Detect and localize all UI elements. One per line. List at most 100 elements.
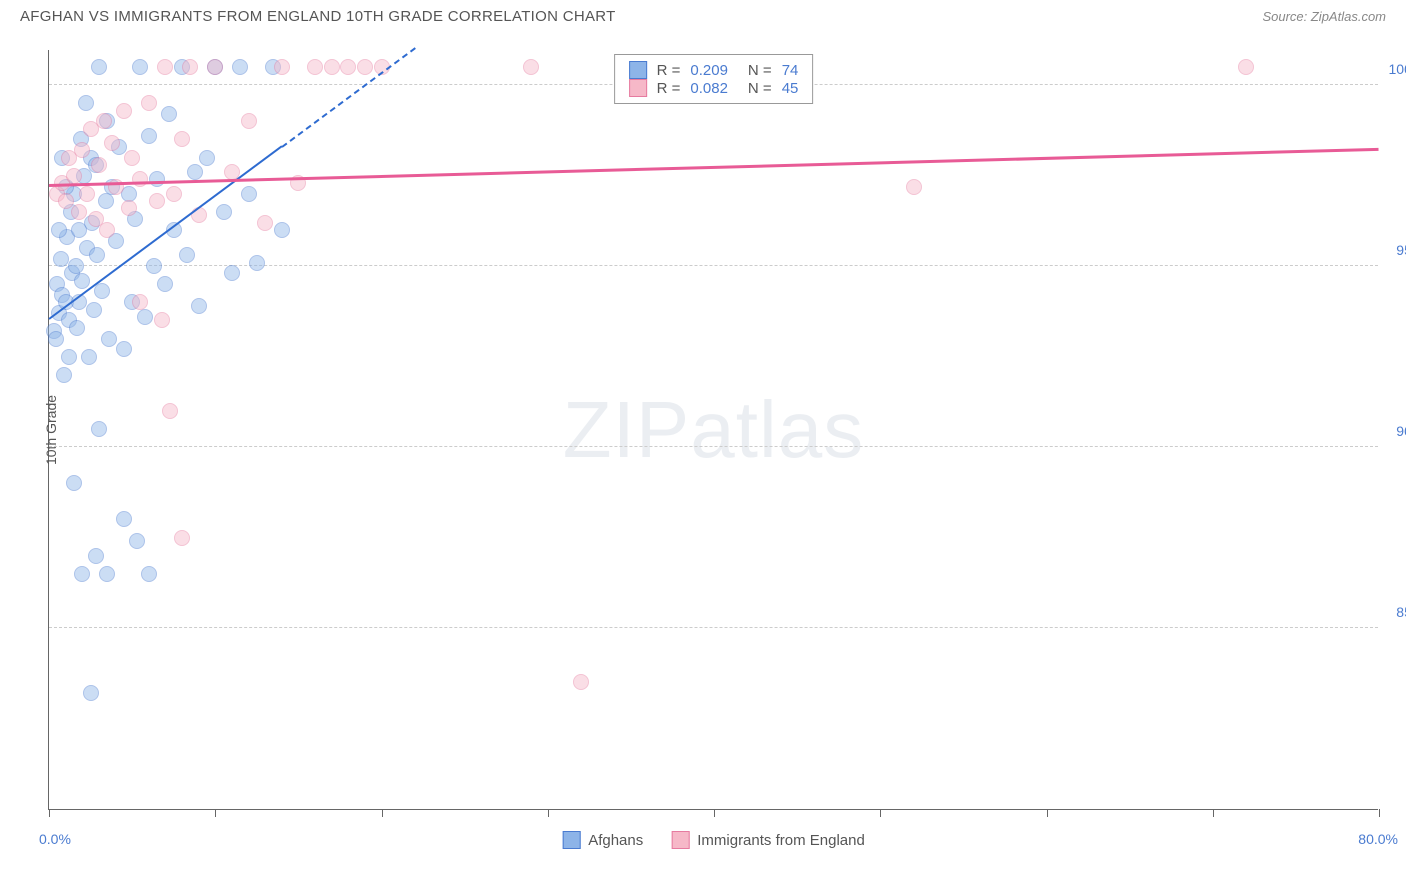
data-point	[88, 548, 104, 564]
data-point	[199, 150, 215, 166]
data-point	[257, 215, 273, 231]
data-point	[132, 294, 148, 310]
scatter-chart: 10th Grade ZIPatlas 85.0%90.0%95.0%100.0…	[48, 50, 1378, 810]
data-point	[74, 273, 90, 289]
legend-row-afghans: R = 0.209 N = 74	[629, 61, 799, 79]
data-point	[99, 566, 115, 582]
data-point	[141, 128, 157, 144]
data-point	[249, 255, 265, 271]
data-point	[51, 222, 67, 238]
legend-item-afghans: Afghans	[562, 831, 643, 849]
source-attribution: Source: ZipAtlas.com	[1262, 9, 1386, 24]
data-point	[161, 106, 177, 122]
data-point	[91, 421, 107, 437]
watermark: ZIPatlas	[563, 384, 864, 476]
x-tick	[49, 809, 50, 817]
data-point	[141, 566, 157, 582]
data-point	[81, 349, 97, 365]
chart-title: AFGHAN VS IMMIGRANTS FROM ENGLAND 10TH G…	[20, 8, 616, 25]
data-point	[174, 530, 190, 546]
data-point	[108, 179, 124, 195]
x-tick	[215, 809, 216, 817]
data-point	[53, 251, 69, 267]
y-tick-label: 100.0%	[1389, 61, 1406, 77]
data-point	[94, 283, 110, 299]
data-point	[157, 276, 173, 292]
legend-row-england: R = 0.082 N = 45	[629, 79, 799, 97]
data-point	[124, 150, 140, 166]
legend-item-england: Immigrants from England	[671, 831, 865, 849]
data-point	[274, 222, 290, 238]
legend-swatch-pink	[671, 831, 689, 849]
correlation-legend: R = 0.209 N = 74 R = 0.082 N = 45	[614, 54, 814, 104]
data-point	[146, 258, 162, 274]
data-point	[69, 320, 85, 336]
y-tick-label: 95.0%	[1396, 242, 1406, 258]
data-point	[174, 131, 190, 147]
data-point	[166, 186, 182, 202]
data-point	[56, 367, 72, 383]
data-point	[104, 135, 120, 151]
gridline	[49, 627, 1378, 628]
legend-swatch-pink	[629, 79, 647, 97]
data-point	[121, 200, 137, 216]
x-tick	[382, 809, 383, 817]
y-tick-label: 90.0%	[1396, 423, 1406, 439]
data-point	[132, 59, 148, 75]
data-point	[149, 193, 165, 209]
data-point	[129, 533, 145, 549]
data-point	[132, 171, 148, 187]
data-point	[340, 59, 356, 75]
y-tick-label: 85.0%	[1396, 604, 1406, 620]
data-point	[66, 475, 82, 491]
data-point	[523, 59, 539, 75]
data-point	[78, 95, 94, 111]
data-point	[182, 59, 198, 75]
data-point	[324, 59, 340, 75]
data-point	[187, 164, 203, 180]
data-point	[74, 566, 90, 582]
x-tick	[880, 809, 881, 817]
x-axis-min-label: 0.0%	[39, 831, 71, 847]
data-point	[232, 59, 248, 75]
data-point	[116, 341, 132, 357]
data-point	[48, 331, 64, 347]
data-point	[1238, 59, 1254, 75]
data-point	[79, 186, 95, 202]
gridline	[49, 446, 1378, 447]
data-point	[96, 113, 112, 129]
data-point	[89, 247, 105, 263]
data-point	[86, 302, 102, 318]
y-axis-title: 10th Grade	[43, 394, 59, 464]
x-tick	[1047, 809, 1048, 817]
data-point	[141, 95, 157, 111]
data-point	[74, 142, 90, 158]
data-point	[906, 179, 922, 195]
data-point	[61, 349, 77, 365]
x-axis-max-label: 80.0%	[1358, 831, 1398, 847]
data-point	[162, 403, 178, 419]
x-tick	[714, 809, 715, 817]
legend-swatch-blue	[629, 61, 647, 79]
data-point	[91, 59, 107, 75]
data-point	[224, 265, 240, 281]
data-point	[179, 247, 195, 263]
data-point	[83, 685, 99, 701]
data-point	[154, 312, 170, 328]
data-point	[101, 331, 117, 347]
x-tick	[1379, 809, 1380, 817]
trend-line	[49, 148, 1379, 187]
data-point	[216, 204, 232, 220]
data-point	[157, 59, 173, 75]
data-point	[191, 298, 207, 314]
data-point	[274, 59, 290, 75]
data-point	[241, 186, 257, 202]
data-point	[207, 59, 223, 75]
data-point	[357, 59, 373, 75]
data-point	[241, 113, 257, 129]
legend-swatch-blue	[562, 831, 580, 849]
x-tick	[1213, 809, 1214, 817]
data-point	[307, 59, 323, 75]
data-point	[99, 222, 115, 238]
data-point	[116, 103, 132, 119]
